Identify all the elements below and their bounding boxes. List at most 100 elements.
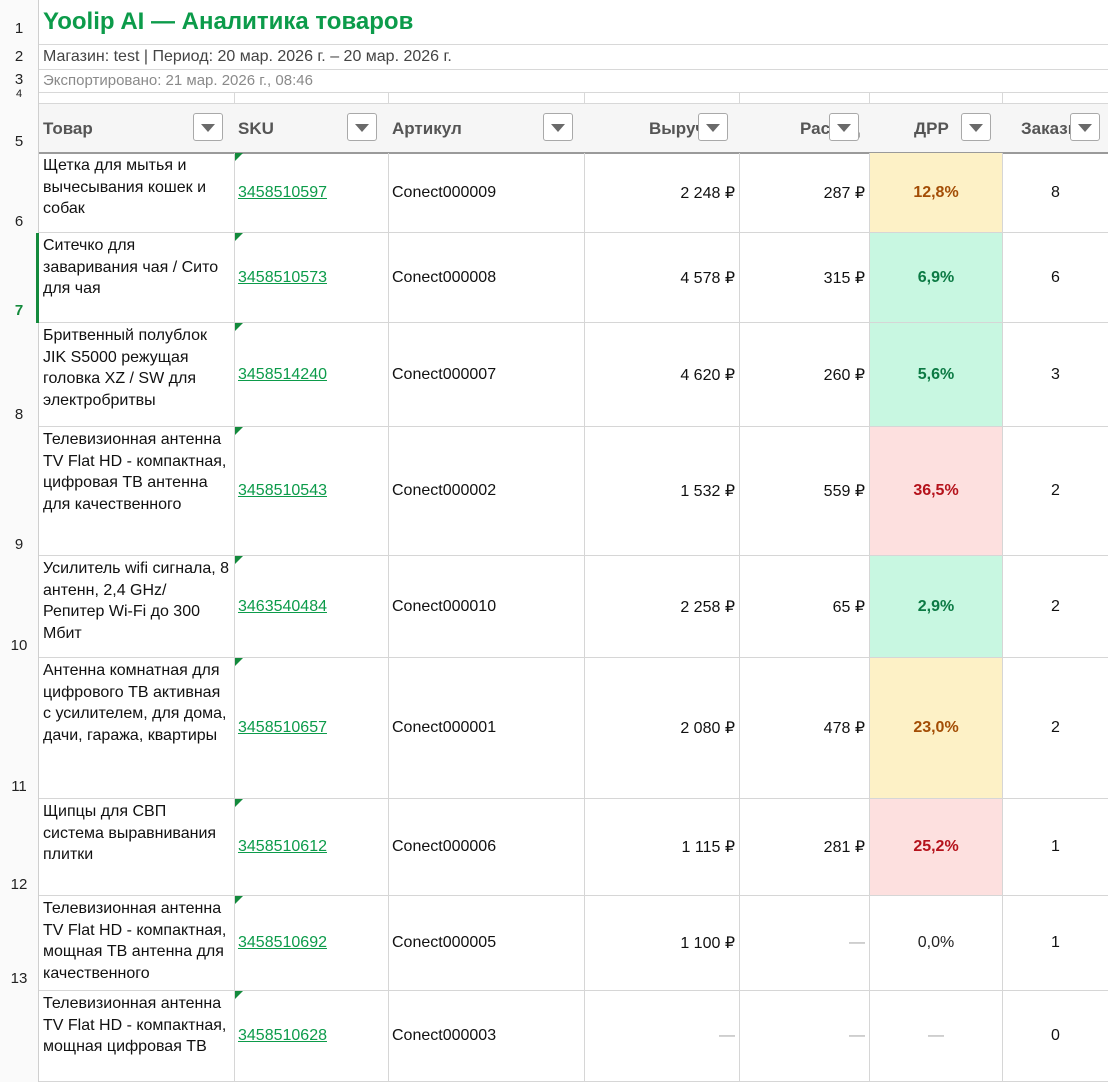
cell-spend[interactable]: — (740, 991, 870, 1082)
cell-name[interactable]: Ситечко для заваривания чая / Сито для ч… (39, 233, 235, 323)
cell-name[interactable]: Телевизионная антенна TV Flat HD - компа… (39, 427, 235, 556)
cell-sku[interactable]: 3458510628 (235, 991, 389, 1082)
sku-link[interactable]: 3458510692 (238, 934, 327, 951)
cell-revenue[interactable]: 2 080 ₽ (585, 658, 740, 799)
cell-orders[interactable]: 2 (1003, 658, 1108, 799)
dropdown-filter-icon[interactable] (543, 113, 573, 141)
cell-name[interactable]: Щипцы для СВП система выравнивания плитк… (39, 799, 235, 896)
cell-drr[interactable]: — (870, 991, 1003, 1082)
cell-revenue[interactable]: 2 248 ₽ (585, 153, 740, 233)
cell-spend[interactable]: 287 ₽ (740, 153, 870, 233)
cell-orders[interactable]: 6 (1003, 233, 1108, 323)
cell-drr[interactable]: 36,5% (870, 427, 1003, 556)
cell-spend[interactable]: — (740, 896, 870, 991)
row-number[interactable]: 11 (11, 778, 27, 795)
cell-spend[interactable]: 260 ₽ (740, 323, 870, 427)
row-number[interactable]: 5 (14, 133, 24, 150)
cell-drr[interactable]: 0,0% (870, 896, 1003, 991)
row-number[interactable]: 9 (14, 536, 24, 553)
row-number[interactable]: 12 (10, 876, 28, 893)
cell-text: 12,8% (913, 183, 959, 201)
cell-text: 260 ₽ (823, 366, 865, 384)
row-number[interactable]: 13 (10, 970, 28, 987)
sku-link[interactable]: 3458510657 (238, 719, 327, 736)
row-number[interactable]: 7 (14, 302, 24, 319)
dropdown-filter-icon[interactable] (193, 113, 223, 141)
cell-text: 281 ₽ (823, 839, 865, 856)
cell-article[interactable]: Conect000005 (389, 896, 585, 991)
cell-drr[interactable]: 12,8% (870, 153, 1003, 233)
cell-text: 1 (1051, 934, 1060, 951)
cell-text: — (849, 1027, 865, 1044)
sku-link[interactable]: 3463540484 (238, 597, 327, 615)
cell-spend[interactable]: 281 ₽ (740, 799, 870, 896)
cell-orders[interactable]: 0 (1003, 991, 1108, 1082)
dropdown-filter-icon[interactable] (1070, 113, 1100, 141)
sku-link[interactable]: 3458510573 (238, 268, 327, 286)
cell-name[interactable]: Телевизионная антенна TV Flat HD - компа… (39, 991, 235, 1082)
cell-orders[interactable]: 1 (1003, 896, 1108, 991)
cell-article[interactable]: Conect000006 (389, 799, 585, 896)
row-number[interactable]: 3 (14, 71, 24, 88)
sku-link[interactable]: 3458514240 (238, 365, 327, 383)
cell-sku[interactable]: 3463540484 (235, 556, 389, 658)
cell-revenue[interactable]: 4 578 ₽ (585, 233, 740, 323)
row-number[interactable]: 4 (15, 88, 23, 100)
cell-orders[interactable]: 1 (1003, 799, 1108, 896)
row-number[interactable]: 2 (14, 48, 24, 65)
cell-name[interactable]: Щетка для мытья и вычесывания кошек и со… (39, 153, 235, 233)
cell-drr[interactable]: 5,6% (870, 323, 1003, 427)
cell-article[interactable]: Conect000003 (389, 991, 585, 1082)
cell-text: Conect000010 (392, 597, 497, 615)
row-number[interactable]: 1 (14, 20, 24, 37)
cell-revenue[interactable]: 2 258 ₽ (585, 556, 740, 658)
cell-orders[interactable]: 8 (1003, 153, 1108, 233)
dropdown-filter-icon[interactable] (829, 113, 859, 141)
cell-article[interactable]: Conect000008 (389, 233, 585, 323)
cell-article[interactable]: Conect000001 (389, 658, 585, 799)
cell-drr[interactable]: 6,9% (870, 233, 1003, 323)
cell-revenue[interactable]: 1 115 ₽ (585, 799, 740, 896)
cell-orders[interactable]: 2 (1003, 556, 1108, 658)
cell-drr[interactable]: 2,9% (870, 556, 1003, 658)
cell-sku[interactable]: 3458510692 (235, 896, 389, 991)
row-number[interactable]: 10 (10, 637, 28, 654)
cell-name[interactable]: Телевизионная антенна TV Flat HD - компа… (39, 896, 235, 991)
row-number-gutter: 1 2 3 4 5 6 7 8 9 10 11 12 13 (0, 0, 39, 1082)
cell-drr[interactable]: 25,2% (870, 799, 1003, 896)
sku-link[interactable]: 3458510628 (238, 1027, 327, 1044)
cell-name[interactable]: Усилитель wifi сигнала, 8 антенн, 2,4 GH… (39, 556, 235, 658)
cell-text: Conect000001 (392, 719, 497, 736)
cell-spend[interactable]: 315 ₽ (740, 233, 870, 323)
row-number[interactable]: 6 (14, 213, 24, 230)
sku-link[interactable]: 3458510543 (238, 482, 327, 499)
cell-sku[interactable]: 3458514240 (235, 323, 389, 427)
cell-article[interactable]: Conect000009 (389, 153, 585, 233)
cell-revenue[interactable]: — (585, 991, 740, 1082)
cell-revenue[interactable]: 4 620 ₽ (585, 323, 740, 427)
cell-spend[interactable]: 559 ₽ (740, 427, 870, 556)
sku-link[interactable]: 3458510597 (238, 183, 327, 201)
row-number[interactable]: 8 (14, 406, 24, 423)
cell-article[interactable]: Conect000002 (389, 427, 585, 556)
cell-article[interactable]: Conect000010 (389, 556, 585, 658)
cell-article[interactable]: Conect000007 (389, 323, 585, 427)
cell-sku[interactable]: 3458510573 (235, 233, 389, 323)
dropdown-filter-icon[interactable] (698, 113, 728, 141)
cell-spend[interactable]: 478 ₽ (740, 658, 870, 799)
dropdown-filter-icon[interactable] (347, 113, 377, 141)
sku-link[interactable]: 3458510612 (238, 838, 327, 855)
cell-revenue[interactable]: 1 100 ₽ (585, 896, 740, 991)
cell-sku[interactable]: 3458510543 (235, 427, 389, 556)
cell-spend[interactable]: 65 ₽ (740, 556, 870, 658)
cell-orders[interactable]: 3 (1003, 323, 1108, 427)
dropdown-filter-icon[interactable] (961, 113, 991, 141)
cell-drr[interactable]: 23,0% (870, 658, 1003, 799)
cell-orders[interactable]: 2 (1003, 427, 1108, 556)
cell-name[interactable]: Бритвенный полублок JIK S5000 режущая го… (39, 323, 235, 427)
cell-sku[interactable]: 3458510657 (235, 658, 389, 799)
cell-name[interactable]: Антенна комнатная для цифрового ТВ актив… (39, 658, 235, 799)
cell-sku[interactable]: 3458510597 (235, 153, 389, 233)
cell-sku[interactable]: 3458510612 (235, 799, 389, 896)
cell-revenue[interactable]: 1 532 ₽ (585, 427, 740, 556)
